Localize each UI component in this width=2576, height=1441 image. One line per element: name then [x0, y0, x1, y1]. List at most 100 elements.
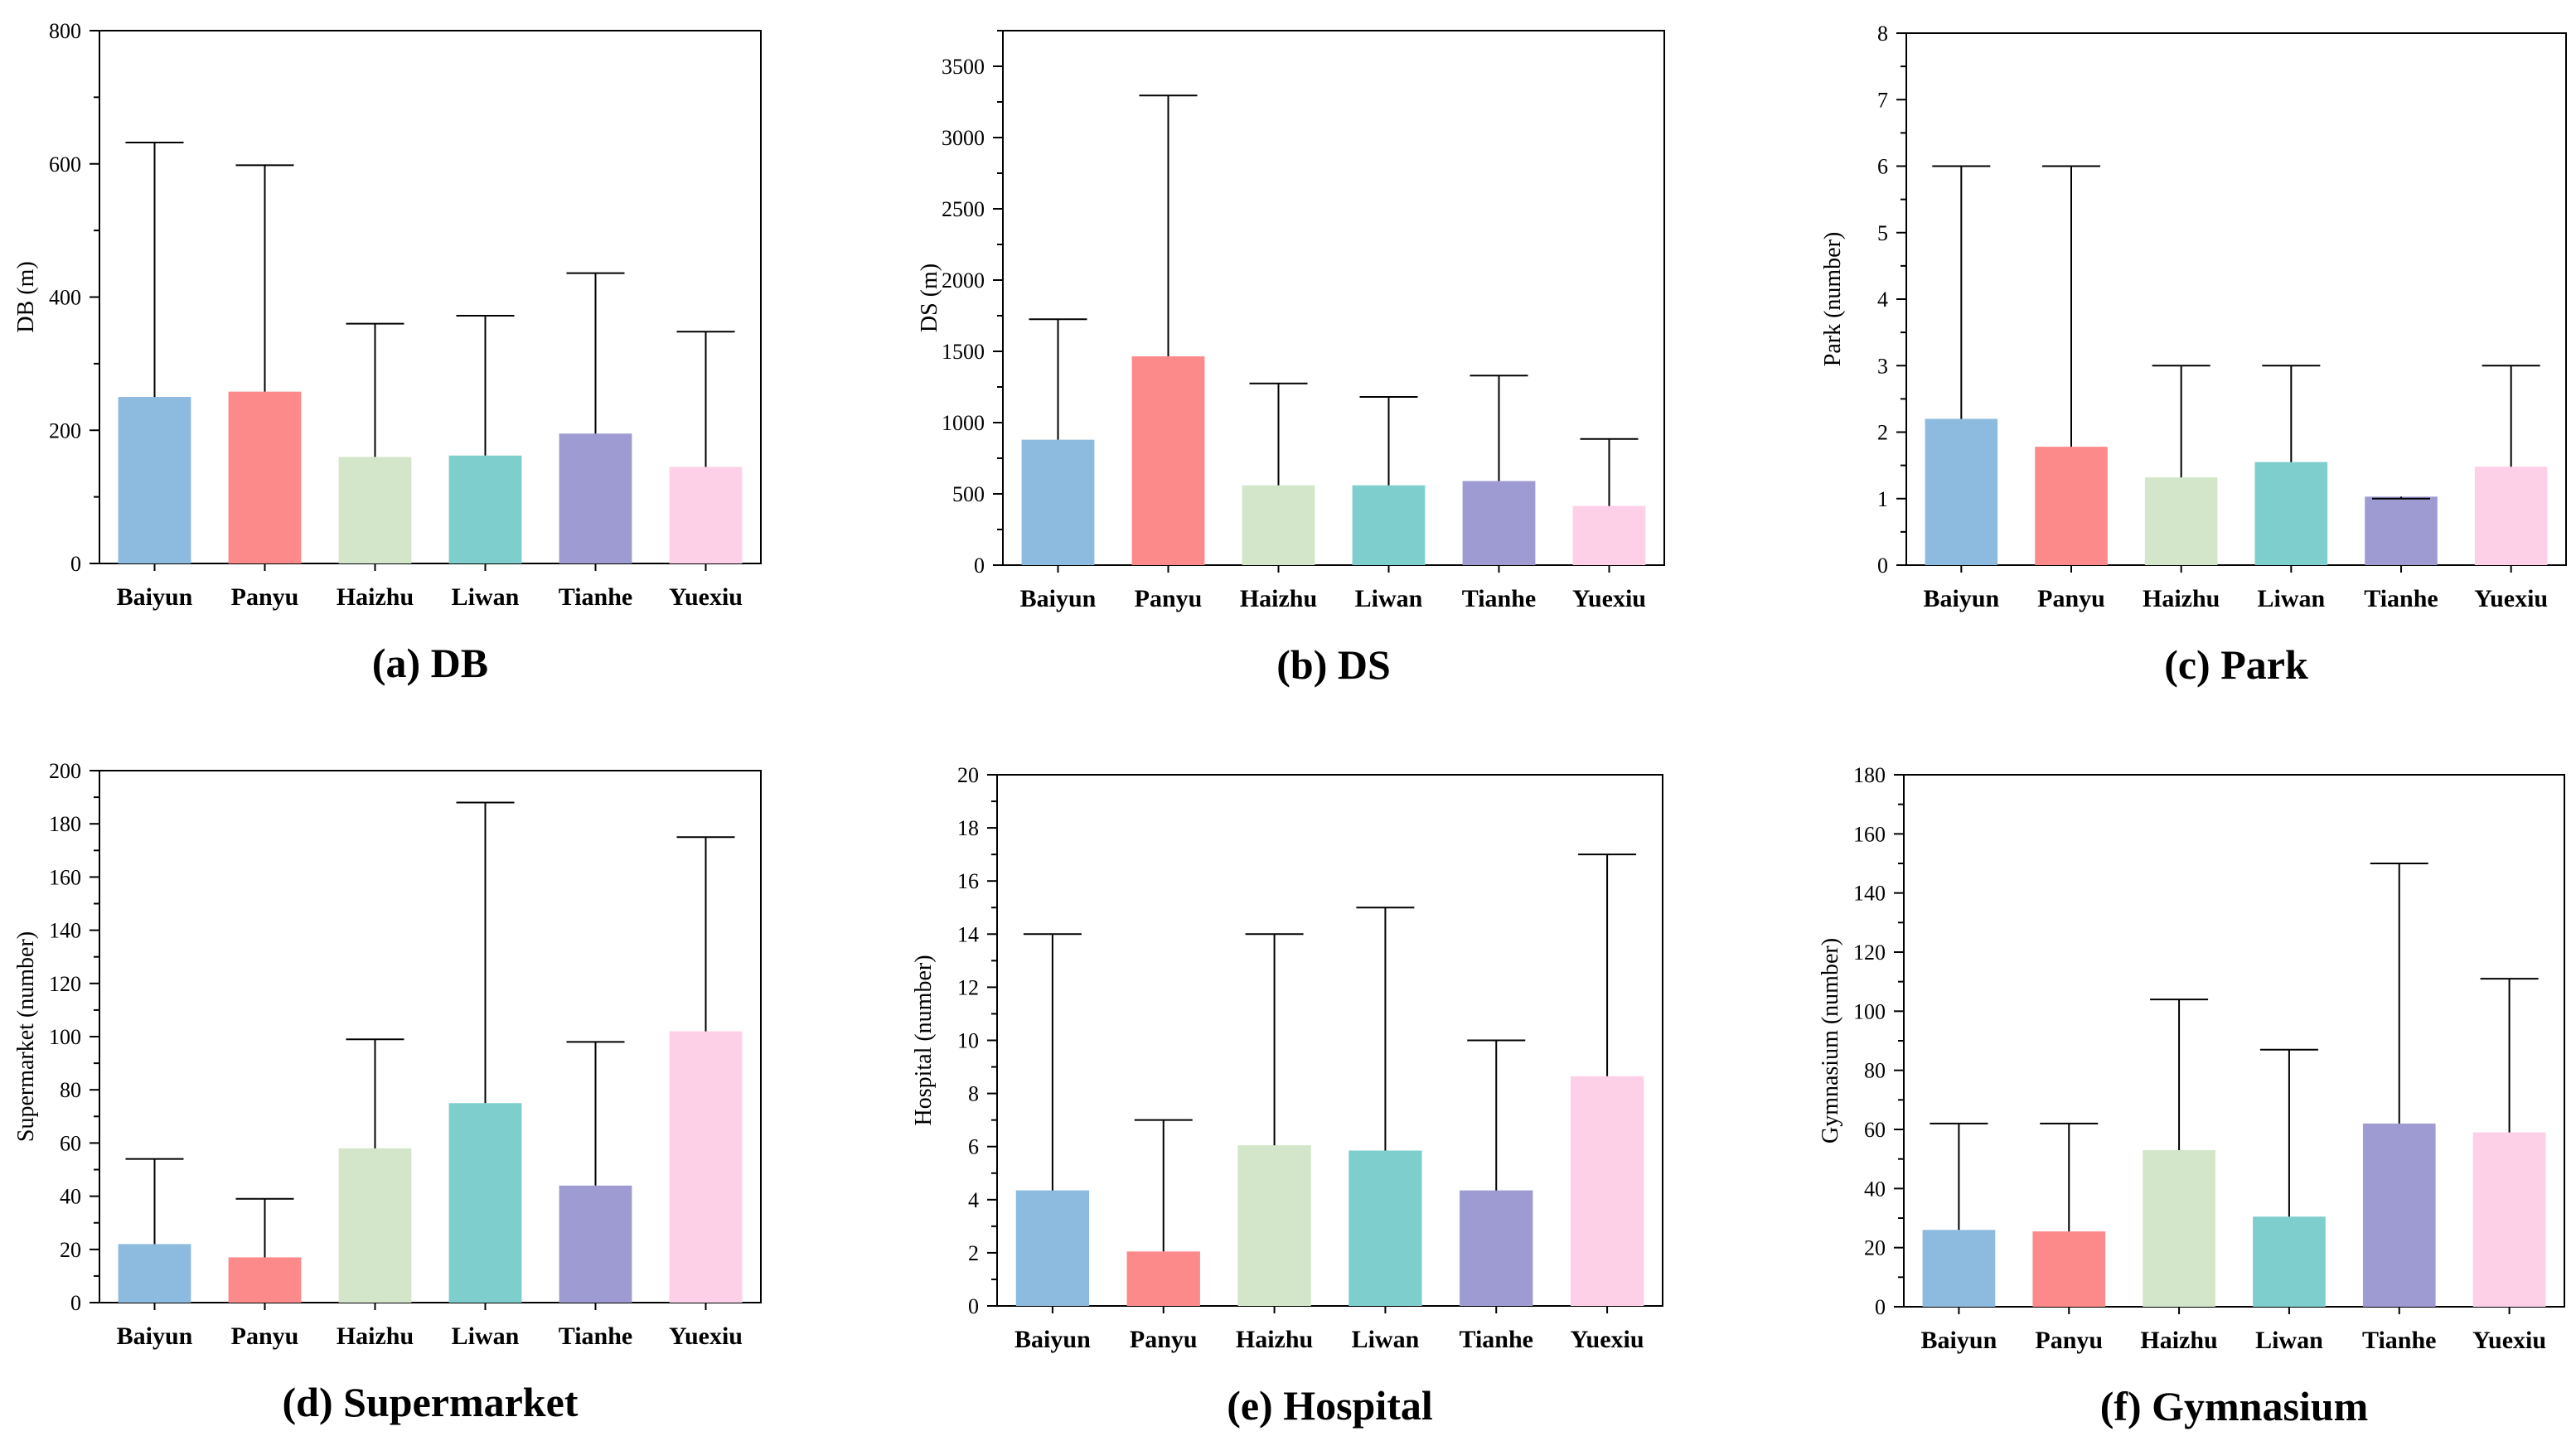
x-tick-label: Yuexiu [1572, 585, 1646, 612]
y-tick-label: 1000 [942, 411, 985, 435]
x-tick-label: Haizhu [337, 583, 414, 611]
x-tick-label: Panyu [231, 583, 299, 611]
x-tick-label: Baiyun [1923, 585, 1999, 612]
y-axis-title: DB (m) [13, 261, 39, 332]
y-tick-label: 20 [60, 1238, 81, 1262]
bar-baiyun [1925, 418, 1998, 565]
plot-frame [996, 774, 1663, 1307]
bar-panyu [228, 391, 302, 563]
y-tick-label: 3 [1877, 354, 1888, 378]
bar-haizhu [1242, 485, 1315, 565]
plot-frame [1002, 30, 1665, 566]
bar-liwan [2254, 462, 2328, 565]
y-tick-label: 10 [957, 1029, 979, 1053]
y-tick-label: 20 [1864, 1236, 1886, 1260]
x-tick-label: Tianhe [1462, 585, 1537, 612]
x-tick-label: Yuexiu [669, 583, 743, 611]
x-tick-label: Panyu [231, 1323, 299, 1350]
x-tick-label: Haizhu [337, 1323, 414, 1350]
y-tick-label: 18 [957, 816, 979, 840]
bar-panyu [2032, 1231, 2106, 1307]
y-tick-label: 12 [957, 975, 979, 999]
y-tick-label: 80 [1864, 1059, 1886, 1083]
y-tick-label: 120 [1853, 941, 1886, 965]
y-tick-label: 800 [49, 19, 81, 43]
bar-haizhu [2144, 477, 2218, 565]
y-tick-label: 2500 [942, 197, 985, 221]
bar-baiyun [118, 1244, 191, 1303]
y-axis-title: Supermarket (number) [13, 931, 39, 1142]
bar-tianhe [1462, 481, 1536, 565]
y-tick-label: 200 [49, 759, 81, 783]
y-tick-label: 180 [1853, 763, 1886, 787]
y-tick-label: 100 [1853, 999, 1886, 1023]
bar-haizhu [338, 1148, 412, 1303]
bar-yuexiu [2472, 1132, 2546, 1307]
x-tick-label: Panyu [2037, 585, 2105, 612]
x-tick-label: Haizhu [1236, 1326, 1313, 1353]
y-tick-label: 5 [1877, 221, 1888, 245]
y-tick-label: 160 [1853, 822, 1886, 846]
x-tick-label: Baiyun [117, 583, 193, 611]
x-tick-label: Haizhu [1240, 585, 1317, 612]
bar-yuexiu [2474, 467, 2548, 565]
y-tick-label: 160 [49, 865, 81, 889]
y-tick-label: 4 [968, 1188, 979, 1212]
x-tick-label: Tianhe [559, 583, 633, 611]
panel-caption: (b) DS [1276, 641, 1391, 688]
bar-tianhe [2362, 1123, 2436, 1307]
x-tick-label: Tianhe [559, 1323, 633, 1350]
bar-liwan [1352, 485, 1426, 565]
y-tick-label: 14 [957, 922, 979, 946]
x-tick-label: Panyu [2035, 1327, 2103, 1354]
bar-panyu [1131, 356, 1205, 565]
y-tick-label: 3500 [942, 55, 985, 79]
y-tick-label: 0 [1875, 1295, 1886, 1319]
x-tick-label: Yuexiu [669, 1323, 743, 1350]
panel-0: 0 200 400 600 800 DB (m) Baiyun Panyu Haizhu Liwa… [13, 19, 762, 686]
panel-2: 0 1 2 3 4 5 6 7 8 Park (number) Baiyun Panyu Haizhu L… [1820, 22, 2567, 688]
x-tick-label: Tianhe [2362, 1327, 2437, 1354]
y-tick-label: 180 [49, 812, 81, 836]
x-tick-label: Baiyun [117, 1323, 193, 1350]
panel-4: 0 2 4 6 8 10 12 14 16 18 20 Hospital (number) Baiyun… [911, 763, 1663, 1429]
x-tick-label: Tianhe [1460, 1326, 1534, 1353]
panel-1: 0 500 1000 1500 2000 2500 3000 3500 DS (m) Baiyun… [917, 30, 1665, 688]
x-tick-label: Baiyun [1014, 1326, 1091, 1353]
y-tick-label: 1500 [942, 340, 985, 364]
y-tick-label: 3000 [942, 126, 985, 150]
x-tick-label: Liwan [1355, 585, 1423, 612]
x-tick-label: Liwan [1352, 1326, 1420, 1353]
bar-haizhu [338, 457, 412, 563]
bar-baiyun [1015, 1190, 1090, 1306]
panel-3: 0 20 40 60 80 100 120 140 160 180 200 Supermarket (… [13, 759, 762, 1425]
bar-yuexiu [669, 1031, 743, 1303]
bar-liwan [448, 1103, 522, 1303]
plot-frame [99, 30, 762, 564]
y-axis-title: DS (m) [917, 264, 942, 332]
bar-yuexiu [1570, 1076, 1644, 1306]
y-tick-label: 1 [1877, 487, 1888, 511]
y-tick-label: 600 [49, 152, 81, 176]
x-tick-label: Tianhe [2364, 585, 2438, 612]
panel-5: 0 20 40 60 80 100 120 140 160 180 Gymnasium (numbe… [1818, 763, 2565, 1429]
x-tick-label: Baiyun [1020, 585, 1097, 612]
bar-liwan [448, 455, 522, 563]
x-tick-label: Panyu [1135, 585, 1203, 612]
bar-tianhe [2365, 496, 2438, 565]
plot-frame [1905, 32, 2567, 566]
x-tick-label: Liwan [452, 583, 520, 611]
panel-caption: (a) DB [372, 640, 488, 686]
panel-caption: (d) Supermarket [283, 1379, 579, 1425]
y-tick-label: 6 [1877, 155, 1888, 179]
bar-baiyun [118, 397, 191, 563]
x-tick-label: Liwan [2255, 1327, 2323, 1354]
y-tick-label: 2 [968, 1241, 979, 1265]
bar-liwan [1349, 1150, 1422, 1306]
y-tick-label: 7 [1877, 88, 1888, 112]
y-tick-label: 16 [957, 869, 979, 893]
y-tick-label: 60 [60, 1131, 81, 1155]
y-tick-label: 0 [70, 1291, 81, 1315]
x-tick-label: Liwan [2257, 585, 2325, 612]
